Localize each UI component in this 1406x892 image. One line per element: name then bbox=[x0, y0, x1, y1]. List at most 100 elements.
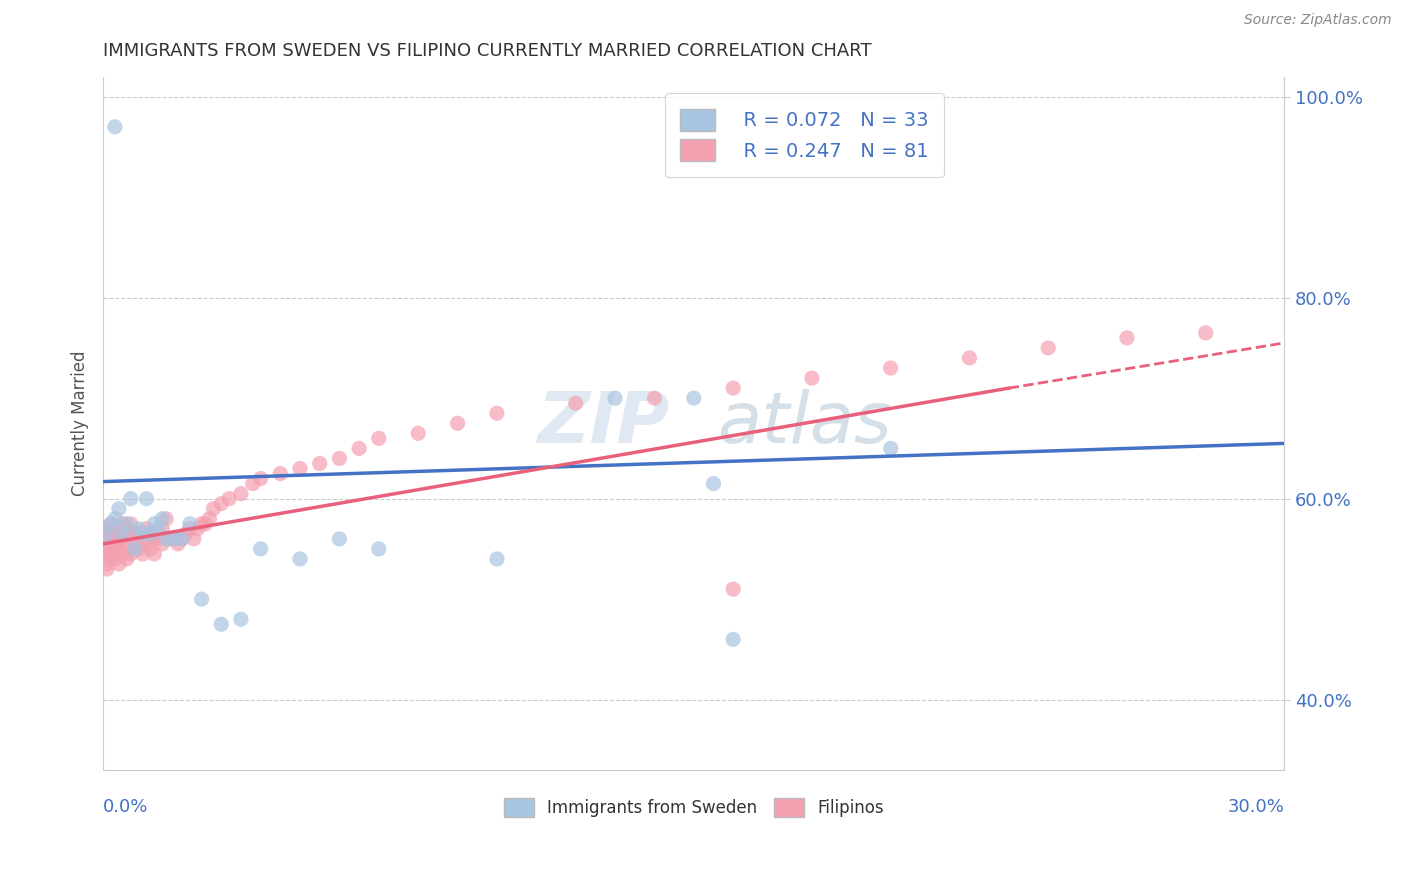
Point bbox=[111, 547, 134, 561]
Point bbox=[96, 522, 118, 536]
Point bbox=[163, 532, 186, 546]
Point bbox=[115, 537, 138, 551]
Point bbox=[209, 497, 232, 511]
Point bbox=[229, 612, 252, 626]
Point bbox=[179, 516, 201, 531]
Point bbox=[148, 532, 170, 546]
Point bbox=[120, 547, 142, 561]
Point bbox=[643, 391, 665, 405]
Point bbox=[108, 532, 131, 546]
Point bbox=[446, 417, 468, 431]
Point bbox=[131, 526, 153, 541]
Point bbox=[183, 532, 205, 546]
Point bbox=[96, 547, 118, 561]
Text: IMMIGRANTS FROM SWEDEN VS FILIPINO CURRENTLY MARRIED CORRELATION CHART: IMMIGRANTS FROM SWEDEN VS FILIPINO CURRE… bbox=[103, 42, 872, 60]
Point bbox=[111, 516, 134, 531]
Point bbox=[155, 512, 177, 526]
Point bbox=[249, 472, 271, 486]
Point bbox=[148, 522, 170, 536]
Point bbox=[198, 512, 221, 526]
Point bbox=[288, 461, 311, 475]
Point bbox=[120, 491, 142, 506]
Point bbox=[564, 396, 586, 410]
Point bbox=[104, 552, 127, 566]
Point bbox=[131, 547, 153, 561]
Point bbox=[135, 522, 157, 536]
Point bbox=[143, 516, 166, 531]
Text: atlas: atlas bbox=[717, 389, 891, 458]
Point bbox=[96, 532, 118, 546]
Point bbox=[603, 391, 626, 405]
Point bbox=[702, 476, 724, 491]
Point bbox=[288, 552, 311, 566]
Point bbox=[115, 522, 138, 536]
Point bbox=[100, 552, 122, 566]
Point bbox=[100, 516, 122, 531]
Point bbox=[1038, 341, 1060, 355]
Point bbox=[111, 526, 134, 541]
Point bbox=[111, 532, 134, 546]
Point bbox=[124, 526, 146, 541]
Point bbox=[179, 522, 201, 536]
Point bbox=[96, 541, 118, 556]
Point bbox=[879, 361, 901, 376]
Point bbox=[167, 537, 190, 551]
Point bbox=[104, 537, 127, 551]
Text: 30.0%: 30.0% bbox=[1227, 797, 1285, 815]
Point bbox=[115, 552, 138, 566]
Point bbox=[721, 632, 744, 647]
Point bbox=[202, 501, 225, 516]
Point bbox=[879, 442, 901, 456]
Point bbox=[143, 532, 166, 546]
Point bbox=[367, 431, 389, 445]
Point bbox=[120, 532, 142, 546]
Point bbox=[115, 516, 138, 531]
Point bbox=[170, 532, 193, 546]
Point bbox=[135, 537, 157, 551]
Point bbox=[406, 426, 429, 441]
Point bbox=[96, 557, 118, 571]
Point bbox=[242, 476, 264, 491]
Point bbox=[104, 120, 127, 134]
Point bbox=[143, 547, 166, 561]
Point bbox=[328, 451, 350, 466]
Point bbox=[682, 391, 704, 405]
Point bbox=[96, 562, 118, 576]
Point bbox=[1116, 331, 1139, 345]
Point bbox=[159, 532, 181, 546]
Point bbox=[800, 371, 823, 385]
Text: ZIP: ZIP bbox=[538, 389, 671, 458]
Point bbox=[229, 486, 252, 500]
Point bbox=[96, 526, 118, 541]
Point bbox=[104, 512, 127, 526]
Point bbox=[124, 541, 146, 556]
Point bbox=[150, 537, 173, 551]
Point bbox=[308, 457, 330, 471]
Point bbox=[721, 582, 744, 596]
Point bbox=[108, 501, 131, 516]
Point bbox=[249, 541, 271, 556]
Point bbox=[108, 541, 131, 556]
Point bbox=[190, 592, 212, 607]
Point bbox=[187, 522, 209, 536]
Point bbox=[128, 541, 150, 556]
Point bbox=[128, 522, 150, 536]
Point bbox=[269, 467, 291, 481]
Point bbox=[139, 526, 162, 541]
Point bbox=[194, 516, 217, 531]
Point bbox=[170, 532, 193, 546]
Point bbox=[135, 491, 157, 506]
Point bbox=[100, 516, 122, 531]
Point bbox=[328, 532, 350, 546]
Point bbox=[100, 526, 122, 541]
Point bbox=[209, 617, 232, 632]
Point bbox=[155, 532, 177, 546]
Point bbox=[959, 351, 981, 365]
Point bbox=[190, 516, 212, 531]
Point bbox=[139, 541, 162, 556]
Point bbox=[124, 541, 146, 556]
Point bbox=[347, 442, 370, 456]
Point bbox=[120, 516, 142, 531]
Point bbox=[104, 537, 127, 551]
Y-axis label: Currently Married: Currently Married bbox=[72, 351, 89, 496]
